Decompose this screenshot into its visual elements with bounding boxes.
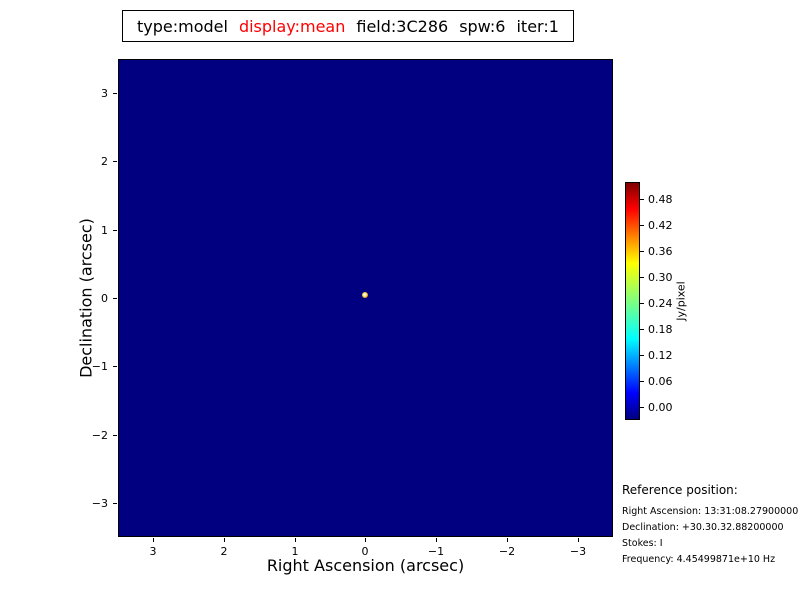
reference-stokes: Stokes: I [622,538,663,549]
colorbar-tick [640,277,644,278]
colorbar-tick [640,329,644,330]
y-tick-label: 0 [101,292,108,305]
colorbar-tick [640,225,644,226]
reference-dec: Declination: +30.30.32.88200000 [622,522,784,533]
y-tick-label: 3 [101,87,108,100]
x-tick [507,538,508,542]
x-tick-label: −2 [498,545,516,558]
colorbar-tick-label: 0.24 [648,297,673,310]
sky-image-plot [118,59,613,537]
colorbar-tick [640,381,644,382]
colorbar-tick-label: 0.18 [648,323,673,336]
x-tick [295,538,296,542]
y-tick-label: −3 [91,497,108,510]
x-tick-label: 2 [220,545,228,558]
y-tick-label: 2 [101,155,108,168]
reference-ra: Right Ascension: 13:31:08.27900000 [622,506,799,517]
colorbar-tick-label: 0.48 [648,193,673,206]
y-axis-label: Declination (arcsec) [76,218,96,378]
y-tick [113,230,117,231]
colorbar-tick [640,199,644,200]
y-tick [113,93,117,94]
colorbar-tick-label: 0.42 [648,219,673,232]
colorbar-tick [640,251,644,252]
colorbar-tick-label: 0.06 [648,375,673,388]
reference-position-block: Reference position: Right Ascension: 13:… [622,483,799,568]
title-part-type: type:model [137,16,228,36]
y-tick [113,435,117,436]
x-tick [578,538,579,542]
x-tick-label: 3 [149,545,157,558]
y-tick [113,298,117,299]
title-part-spw: spw:6 [459,16,506,36]
x-tick [224,538,225,542]
y-tick [113,161,117,162]
colorbar-tick-label: 0.00 [648,401,673,414]
colorbar-tick [640,355,644,356]
title-part-display: display:mean [238,16,346,36]
y-tick-label: −1 [91,360,108,373]
x-tick [436,538,437,542]
colorbar-tick [640,407,644,408]
reference-frequency: Frequency: 4.45499871e+10 Hz [622,554,776,565]
colorbar-label: Jy/pixel [674,281,688,321]
x-tick-label: −1 [427,545,445,558]
point-source-marker [362,292,368,298]
x-tick [365,538,366,542]
colorbar-tick-label: 0.36 [648,245,673,258]
x-tick [153,538,154,542]
x-tick-label: −3 [569,545,587,558]
title-part-iter: iter:1 [516,16,559,36]
title-part-field: field:3C286 [356,16,449,36]
colorbar-tick [640,303,644,304]
colorbar-tick-label: 0.12 [648,349,673,362]
colorbar-tick-label: 0.30 [648,271,673,284]
x-axis-label: Right Ascension (arcsec) [266,556,465,575]
y-tick [113,366,117,367]
y-tick-label: −2 [91,429,108,442]
y-tick-label: 1 [101,224,108,237]
x-tick-label: 0 [361,545,369,558]
colorbar [625,182,640,420]
reference-heading: Reference position: [622,483,738,497]
y-tick [113,503,117,504]
x-tick-label: 1 [291,545,299,558]
plot-title-box: type:model display:mean field:3C286 spw:… [122,10,574,42]
